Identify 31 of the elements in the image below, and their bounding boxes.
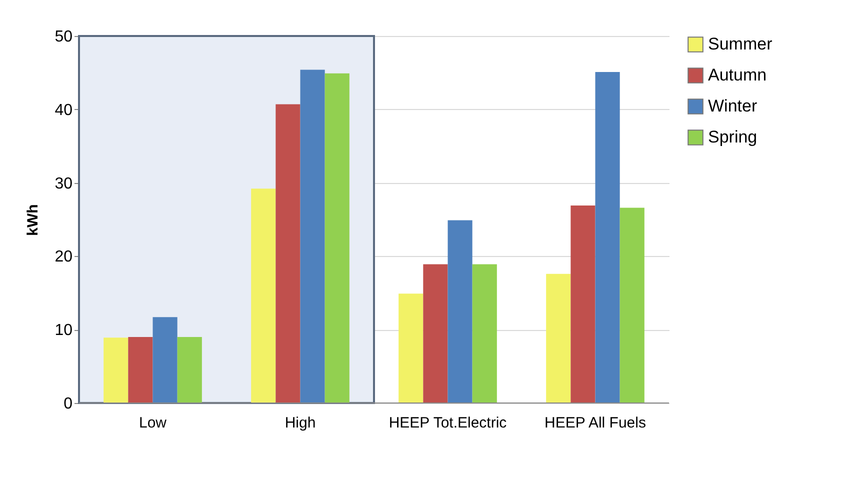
bar bbox=[448, 220, 472, 403]
legend-label: Spring bbox=[708, 128, 758, 146]
y-tick-label: 0 bbox=[64, 396, 73, 412]
bar bbox=[276, 104, 300, 403]
y-tick-label: 20 bbox=[54, 248, 73, 266]
bar bbox=[152, 317, 178, 403]
bar bbox=[570, 206, 596, 403]
bar bbox=[620, 208, 644, 403]
bar bbox=[472, 264, 497, 403]
legend-label: Autumn bbox=[708, 66, 767, 84]
bar bbox=[423, 264, 448, 403]
bar bbox=[300, 70, 325, 403]
bar bbox=[104, 338, 128, 403]
y-tick-label: 30 bbox=[54, 175, 73, 192]
bar bbox=[177, 336, 202, 403]
bar bbox=[251, 188, 276, 403]
legend-label: Summer bbox=[708, 34, 773, 54]
bar bbox=[546, 274, 571, 403]
y-tick-label: 50 bbox=[54, 28, 73, 46]
x-tick-label: HEEP Tot.Electric bbox=[388, 414, 508, 432]
legend-label: Winter bbox=[708, 96, 758, 116]
y-axis-title: kWh bbox=[24, 204, 42, 236]
bar bbox=[595, 72, 620, 403]
x-tick-label: Low bbox=[138, 414, 167, 432]
y-tick-label: 40 bbox=[54, 102, 73, 119]
x-tick-label: HEEP All Fuels bbox=[544, 414, 646, 432]
bar bbox=[324, 73, 350, 403]
bar bbox=[398, 294, 424, 403]
y-tick-label: 10 bbox=[54, 322, 73, 340]
x-tick-label: High bbox=[284, 414, 316, 432]
bar bbox=[128, 336, 153, 403]
